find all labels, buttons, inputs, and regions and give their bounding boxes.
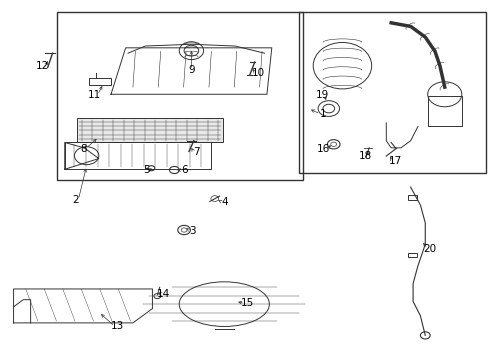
- Text: 13: 13: [111, 321, 124, 332]
- Text: 4: 4: [221, 197, 228, 207]
- Bar: [408, 195, 417, 200]
- Text: 15: 15: [241, 298, 254, 308]
- Text: 18: 18: [359, 151, 372, 161]
- Text: 10: 10: [252, 68, 265, 78]
- Text: 20: 20: [423, 244, 437, 253]
- Bar: [408, 252, 417, 257]
- Bar: [428, 96, 462, 126]
- Text: 9: 9: [188, 65, 195, 75]
- Text: 11: 11: [88, 90, 101, 100]
- Text: 8: 8: [80, 144, 87, 154]
- Text: 17: 17: [389, 157, 402, 166]
- Text: 14: 14: [156, 289, 170, 298]
- Text: 7: 7: [193, 147, 199, 157]
- Bar: [298, 12, 486, 173]
- Text: 3: 3: [189, 226, 196, 236]
- Bar: [57, 12, 303, 180]
- Text: 1: 1: [319, 109, 326, 119]
- Bar: [89, 78, 111, 85]
- Text: 5: 5: [143, 165, 150, 175]
- Bar: [77, 118, 223, 143]
- Text: 6: 6: [181, 165, 187, 175]
- Bar: [65, 143, 211, 169]
- Text: 19: 19: [316, 90, 329, 100]
- Text: 16: 16: [317, 144, 330, 154]
- Text: 12: 12: [36, 62, 49, 71]
- Text: 2: 2: [73, 195, 79, 204]
